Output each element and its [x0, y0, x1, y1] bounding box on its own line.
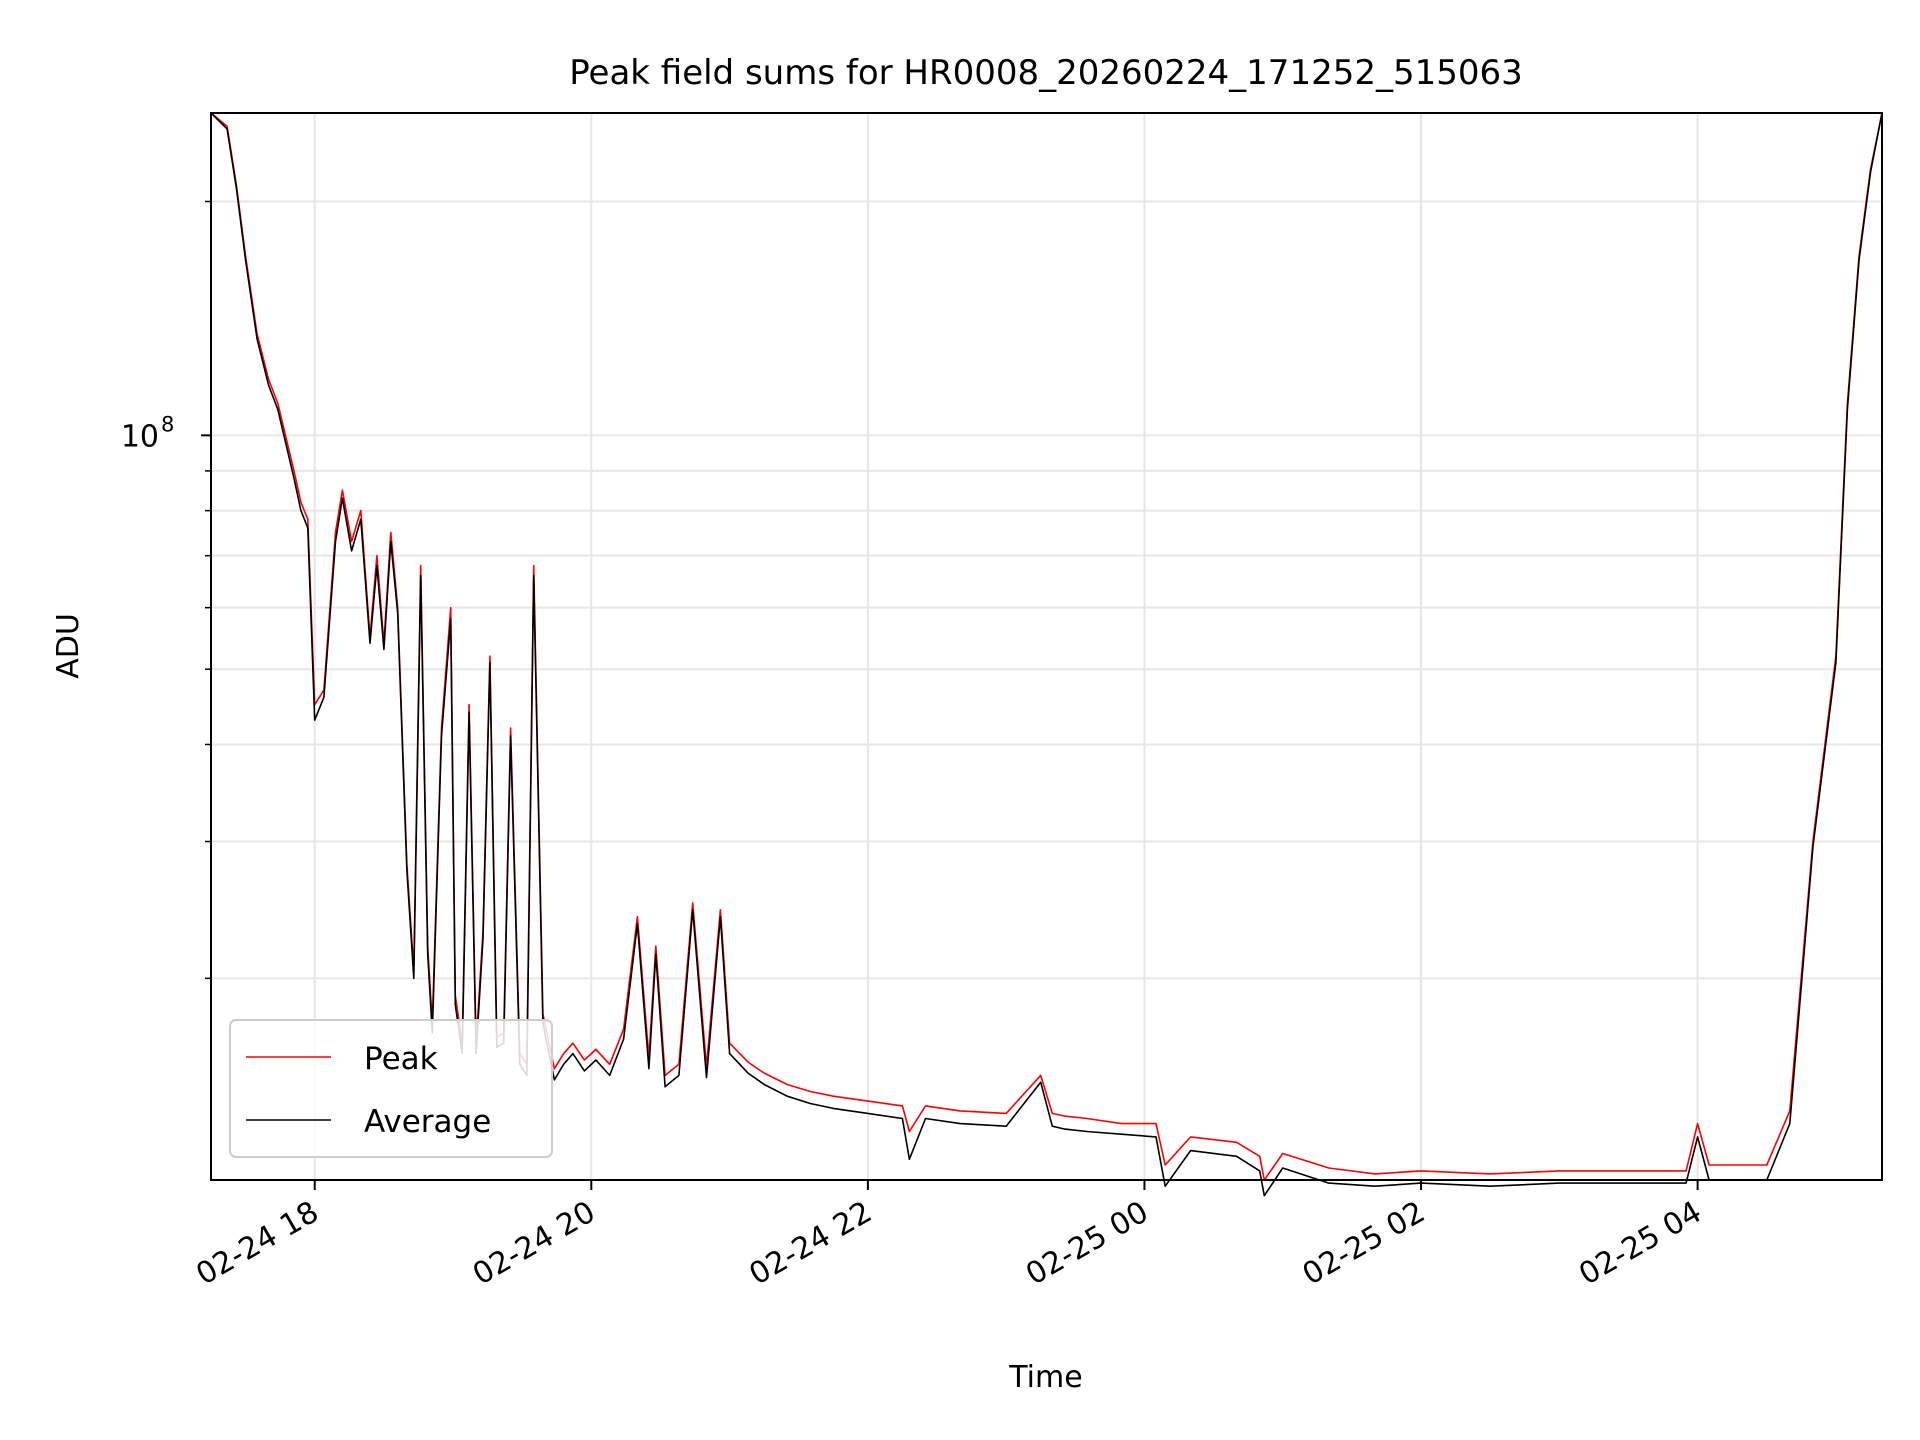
y-axis-label: ADU	[51, 613, 86, 679]
legend: Peak Average	[229, 1019, 553, 1158]
y-axis: 10 8	[121, 200, 211, 980]
y-tick-label-exponent: 8	[161, 412, 174, 436]
legend-label-average: Average	[364, 1104, 491, 1140]
grid	[211, 113, 1882, 1180]
legend-box	[229, 1019, 553, 1158]
legend-label-peak: Peak	[364, 1041, 438, 1077]
x-axis-label: Time	[1008, 1360, 1082, 1395]
chart-title: Peak field sums for HR0008_20260224_1712…	[569, 53, 1523, 93]
plot-frame	[210, 112, 1883, 1181]
y-tick-label: 10	[121, 419, 159, 454]
